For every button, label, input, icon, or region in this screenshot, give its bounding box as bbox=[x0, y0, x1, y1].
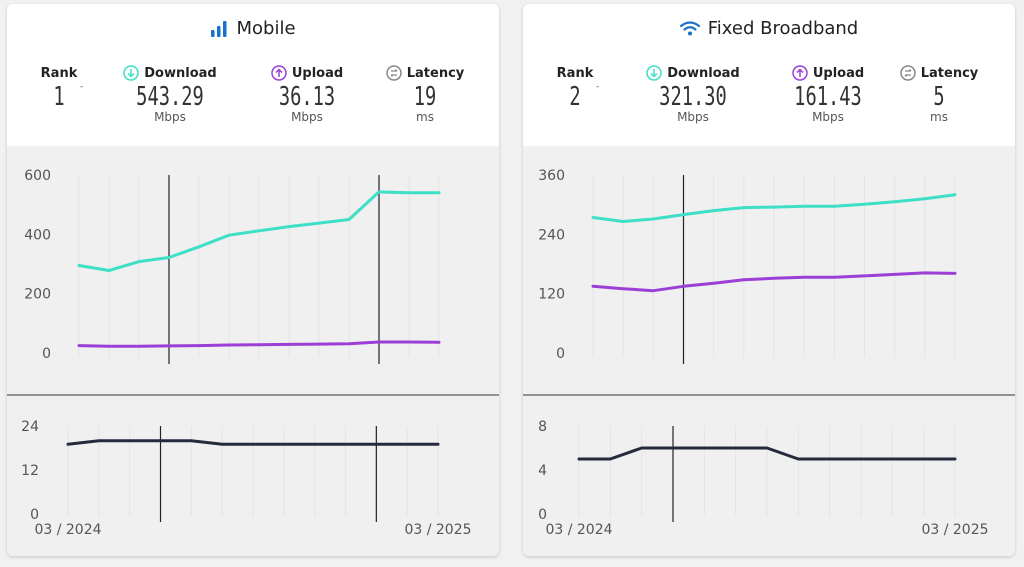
arrow-up-circle-icon bbox=[271, 65, 287, 81]
latency-label: Latency bbox=[920, 65, 979, 81]
mobile-latency: Latency 19 ms bbox=[370, 64, 480, 124]
fixed-upload: Upload 161.43 Mbps bbox=[773, 64, 883, 124]
latency-unit: ms bbox=[416, 110, 434, 124]
fixed-panel: Fixed Broadband Rank 2 - Download 321.30… bbox=[523, 4, 1015, 556]
date-end-label: 03 / 2025 bbox=[921, 522, 988, 538]
download-label: Download bbox=[144, 65, 217, 81]
latency-unit: ms bbox=[930, 110, 948, 124]
y-tick-label: 120 bbox=[538, 287, 565, 303]
upload-value: 161.43 bbox=[794, 82, 862, 112]
signal-bars-icon bbox=[210, 20, 228, 37]
mobile-rank: Rank 1 bbox=[7, 64, 114, 113]
latency-label: Latency bbox=[406, 65, 465, 81]
y-tick-label: 360 bbox=[538, 168, 565, 184]
download-unit: Mbps bbox=[154, 110, 186, 124]
arrow-down-circle-icon bbox=[646, 65, 663, 81]
fixed-chart-area: 0 120 240 360 0 4 8 03 / 2024 03 / 2025 bbox=[523, 146, 1015, 556]
mobile-panel: Mobile Rank 1 - Download 543.29 Mbps Upl… bbox=[7, 4, 499, 556]
latency-value: 19 bbox=[413, 82, 437, 112]
latency-circle-icon bbox=[899, 65, 916, 81]
rank-label: Rank bbox=[40, 65, 78, 81]
upload-unit: Mbps bbox=[291, 110, 323, 124]
arrow-up-circle-icon bbox=[792, 65, 808, 81]
y-tick-label: 400 bbox=[24, 227, 51, 243]
rank-value: 2 bbox=[569, 82, 581, 112]
upload-series-line bbox=[591, 271, 957, 293]
wifi-icon bbox=[679, 20, 700, 37]
y-tick-label: 8 bbox=[538, 419, 547, 435]
y-tick-label: 600 bbox=[24, 168, 51, 184]
y-tick-label: 24 bbox=[21, 419, 39, 435]
y-tick-label: 0 bbox=[30, 507, 39, 523]
mobile-download: Download 543.29 Mbps bbox=[115, 64, 225, 124]
mobile-title-text: Mobile bbox=[236, 18, 296, 39]
mobile-charts: 0 200 400 600 0 12 24 03 / 2024 03 / 2025 bbox=[7, 168, 499, 538]
upload-unit: Mbps bbox=[812, 110, 844, 124]
y-tick-label: 12 bbox=[21, 463, 39, 479]
fixed-title: Fixed Broadband bbox=[523, 18, 1015, 39]
y-tick-label: 0 bbox=[556, 346, 565, 362]
latency-value: 5 bbox=[933, 82, 945, 112]
latency-series-line bbox=[577, 446, 957, 461]
upload-series-line bbox=[77, 340, 441, 348]
mobile-header: Mobile Rank 1 - Download 543.29 Mbps Upl… bbox=[7, 4, 499, 146]
fixed-title-text: Fixed Broadband bbox=[707, 18, 859, 39]
download-value: 543.29 bbox=[136, 82, 204, 112]
date-start-label: 03 / 2024 bbox=[34, 522, 101, 538]
y-tick-label: 0 bbox=[42, 346, 51, 362]
download-unit: Mbps bbox=[677, 110, 709, 124]
rank-change-mark: - bbox=[80, 82, 84, 92]
y-tick-label: 240 bbox=[538, 227, 565, 243]
download-value: 321.30 bbox=[659, 82, 727, 112]
download-label: Download bbox=[667, 65, 740, 81]
y-tick-label: 4 bbox=[538, 463, 547, 479]
rank-change-mark: - bbox=[596, 82, 600, 92]
fixed-download: Download 321.30 Mbps bbox=[638, 64, 748, 124]
fixed-rank: Rank 2 bbox=[523, 64, 630, 113]
fixed-header: Fixed Broadband Rank 2 - Download 321.30… bbox=[523, 4, 1015, 146]
date-start-label: 03 / 2024 bbox=[545, 522, 612, 538]
y-tick-label: 200 bbox=[24, 287, 51, 303]
fixed-latency: Latency 5 ms bbox=[884, 64, 994, 124]
latency-circle-icon bbox=[385, 65, 402, 81]
upload-value: 36.13 bbox=[278, 82, 336, 112]
arrow-down-circle-icon bbox=[123, 65, 140, 81]
mobile-chart-area: 0 200 400 600 0 12 24 03 / 2024 03 / 2025 bbox=[7, 146, 499, 556]
date-end-label: 03 / 2025 bbox=[404, 522, 471, 538]
mobile-upload: Upload 36.13 Mbps bbox=[252, 64, 362, 124]
upload-label: Upload bbox=[812, 65, 865, 81]
rank-value: 1 bbox=[53, 82, 65, 112]
rank-label: Rank bbox=[556, 65, 594, 81]
fixed-charts: 0 120 240 360 0 4 8 03 / 2024 03 / 2025 bbox=[523, 168, 1015, 538]
y-tick-label: 0 bbox=[538, 507, 547, 523]
download-series-line bbox=[591, 193, 957, 223]
mobile-title: Mobile bbox=[7, 18, 499, 39]
latency-series-line bbox=[66, 439, 440, 446]
upload-label: Upload bbox=[291, 65, 344, 81]
download-series-line bbox=[77, 190, 441, 272]
